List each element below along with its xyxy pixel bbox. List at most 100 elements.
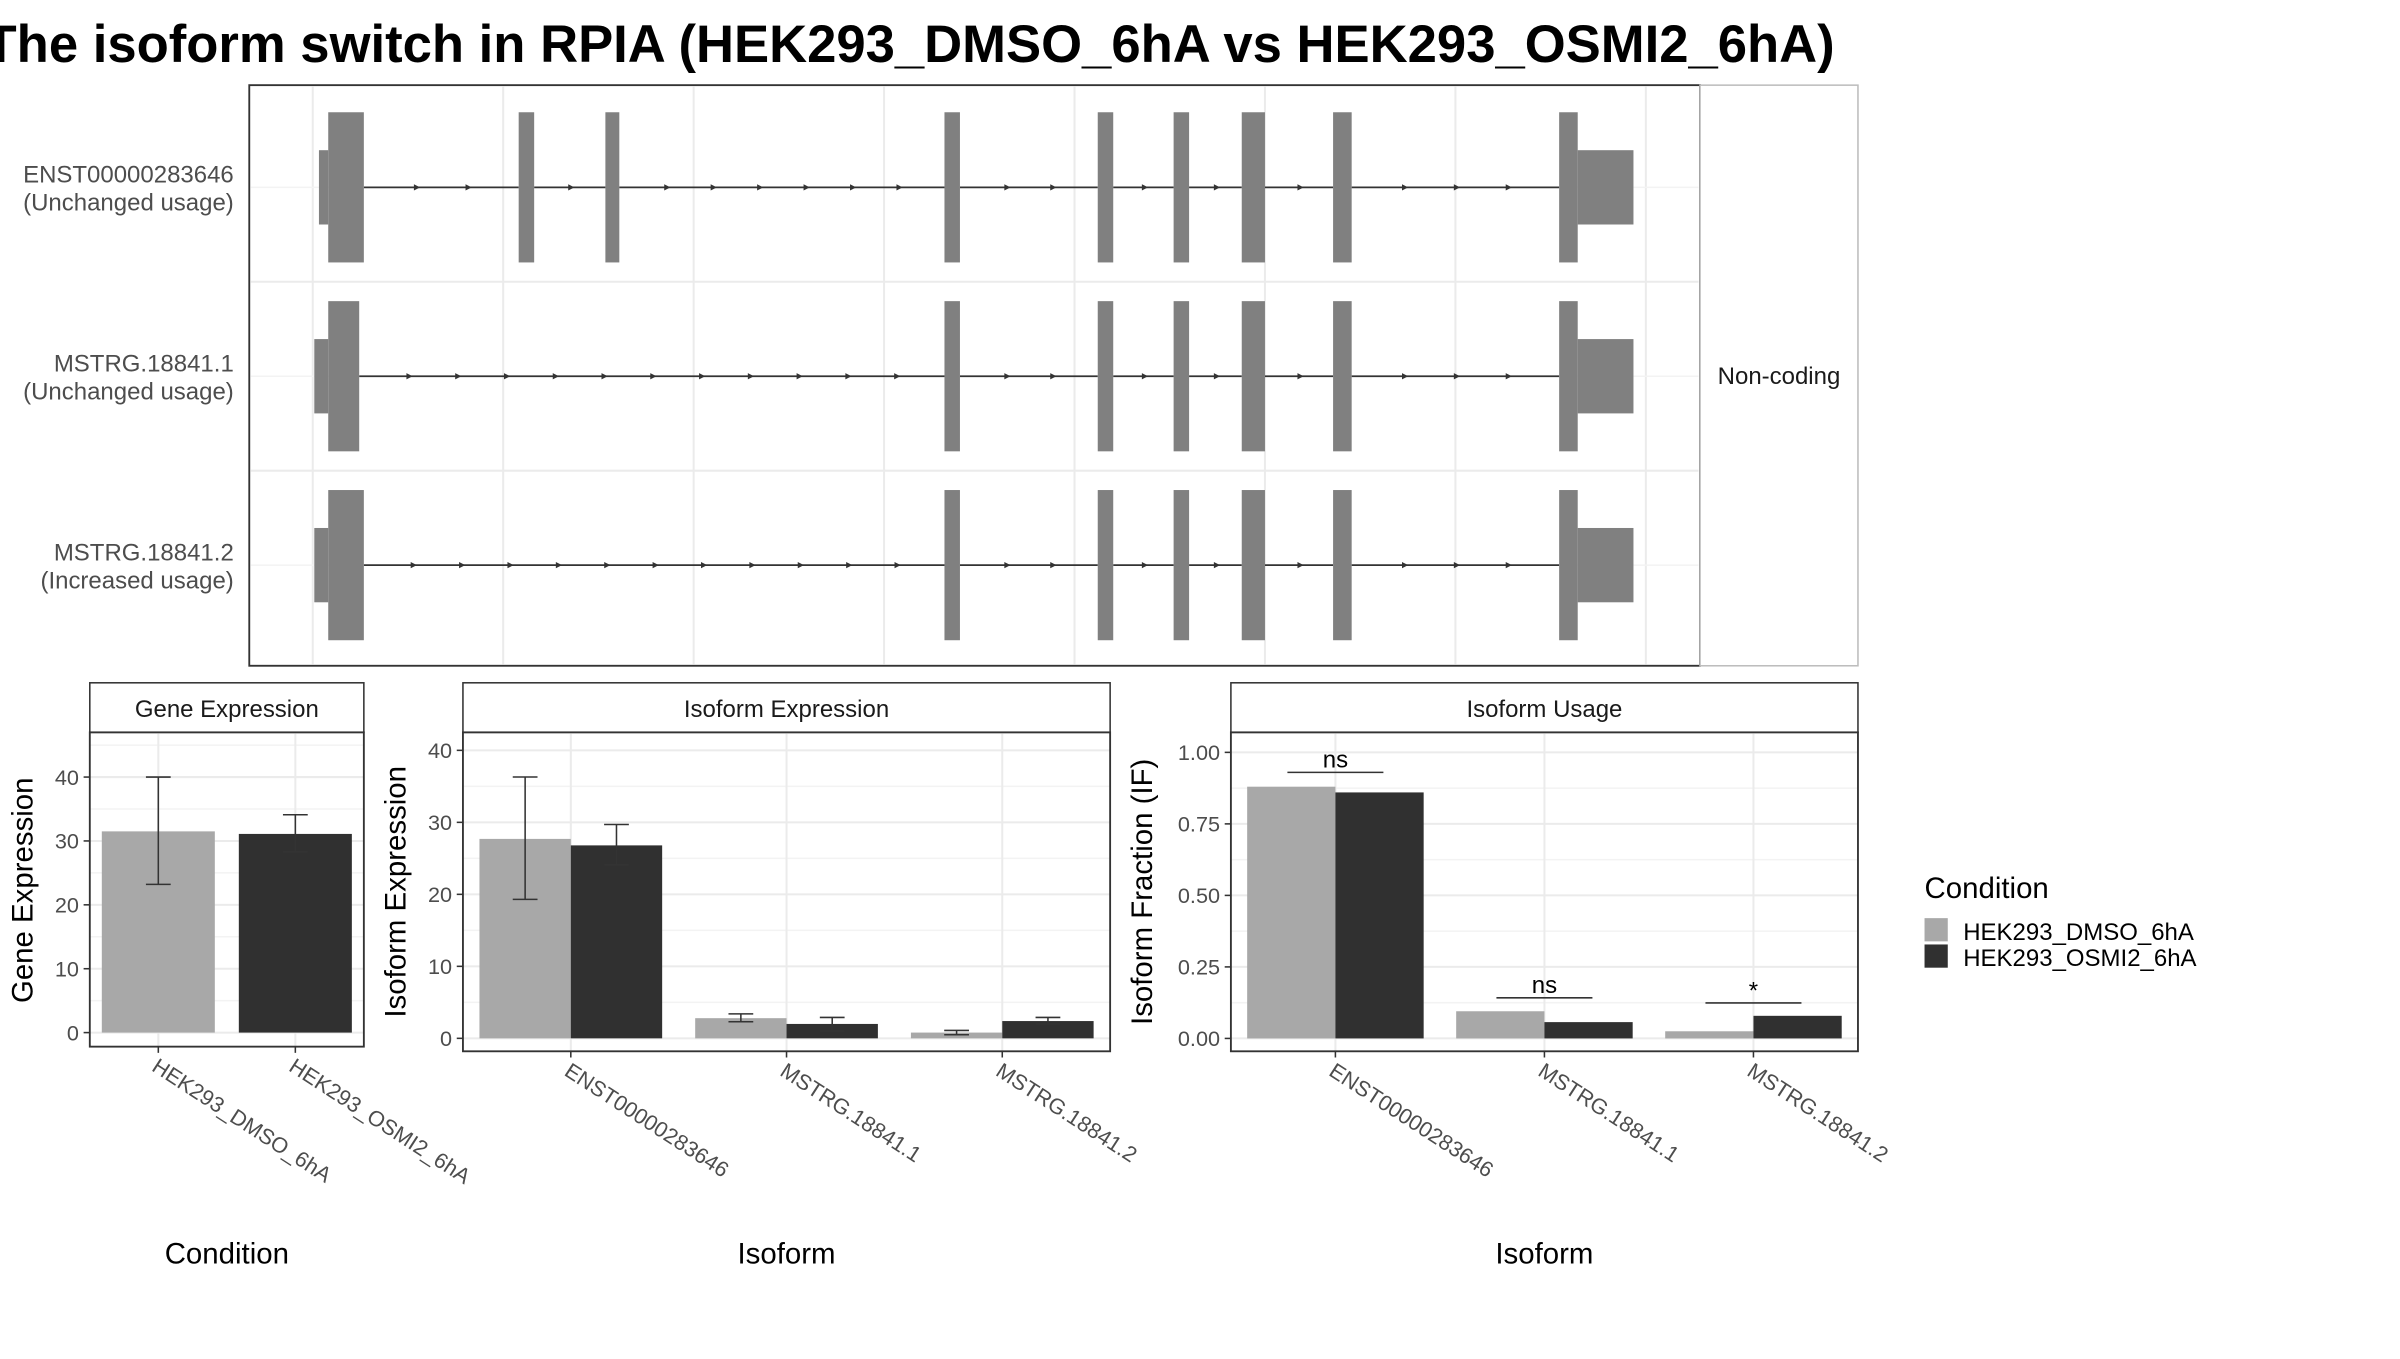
exon-block: [328, 112, 364, 263]
exon-block: [1333, 301, 1352, 452]
exon-block: [1097, 301, 1114, 452]
intron-direction-arrow: [664, 184, 671, 191]
intron-direction-arrow: [1213, 184, 1221, 191]
intron-direction-arrow: [846, 562, 853, 569]
transcript-label-usage: (Increased usage): [40, 567, 233, 594]
y-tick-label: 0.75: [1178, 812, 1220, 837]
isoform-expression-strip: [462, 682, 1111, 734]
utr-block: [314, 527, 329, 603]
intron-direction-arrow: [1401, 373, 1409, 380]
intron-direction-arrow: [507, 562, 514, 569]
intron-direction-arrow: [652, 562, 659, 569]
intron-direction-arrow: [406, 373, 413, 380]
intron-direction-arrow: [747, 373, 755, 380]
structure-strip: [1699, 84, 1859, 667]
intron-direction-arrow: [503, 373, 511, 380]
intron-direction-arrow: [1050, 373, 1057, 380]
intron-direction-arrow: [1297, 373, 1304, 380]
isoform-expression-panel: Isoform Expression 0 10 20 30 40 ENST00000283…: [380, 682, 1142, 1270]
transcript-label-id: ENST00000283646: [23, 162, 234, 189]
exon-block: [1559, 301, 1578, 452]
intron-direction-arrow: [1141, 184, 1149, 191]
exon-block: [1333, 490, 1352, 641]
intron-direction-arrow: [850, 184, 857, 191]
bar: [238, 833, 352, 1033]
intron-direction-arrow: [1505, 562, 1512, 569]
intron-direction-arrow: [552, 373, 559, 380]
gene-expression-y-axis-title: Gene Expression: [7, 777, 40, 1003]
significance-label: *: [1749, 977, 1758, 1004]
bar: [570, 845, 663, 1039]
isoform-expression-y-axis-title: Isoform Expression: [380, 766, 413, 1018]
intron-direction-arrow: [455, 373, 462, 380]
exon-block: [1173, 301, 1190, 452]
exon-block: [328, 490, 364, 641]
bar: [1753, 1015, 1842, 1039]
intron-direction-arrow: [803, 184, 810, 191]
plot-panel-border: [462, 731, 1112, 1053]
intron-direction-arrow: [1505, 184, 1512, 191]
plot-panel-border: [1229, 731, 1859, 1053]
plot-panel-border: [88, 731, 365, 1048]
intron-direction-arrow: [894, 373, 901, 380]
isoform-expression-x-axis-title: Isoform: [738, 1237, 836, 1270]
exon-block: [1097, 112, 1114, 263]
intron-direction-arrow: [1297, 562, 1304, 569]
intron-direction-arrow: [1401, 184, 1409, 191]
intron-direction-arrow: [700, 562, 708, 569]
figure-title: The isoform switch in RPIA (HEK293_DMSO_…: [0, 15, 1835, 74]
intron-direction-arrow: [413, 184, 421, 191]
legend-title: Condition: [1925, 872, 2049, 905]
utr-block: [1577, 339, 1634, 414]
exon-block: [1559, 112, 1578, 263]
y-tick-label: 10: [55, 956, 79, 981]
intron-direction-arrow: [1453, 373, 1461, 380]
strip-label-noncoding: Non-coding: [1718, 363, 1841, 390]
exon-block: [944, 490, 960, 641]
utr-block: [1577, 527, 1634, 603]
exon-block: [1333, 112, 1352, 263]
exon-block: [605, 112, 620, 263]
intron-direction-arrow: [465, 184, 472, 191]
exon-block: [328, 301, 360, 452]
gene-expression-x-axis-title: Condition: [165, 1237, 289, 1270]
intron-direction-arrow: [568, 184, 575, 191]
y-tick-label: 30: [428, 810, 452, 835]
intron-direction-arrow: [1141, 562, 1149, 569]
transcript-label-id: MSTRG.18841.1: [54, 351, 234, 378]
transcript-structure-panel: Non-coding ENST00000283646(Unchanged usa…: [23, 84, 1859, 667]
bar: [1456, 1011, 1545, 1039]
utr-block: [1577, 150, 1634, 225]
transcript-label-usage: (Unchanged usage): [23, 190, 234, 217]
intron-direction-arrow: [1141, 373, 1149, 380]
intron-direction-arrow: [749, 562, 756, 569]
significance-label: ns: [1532, 972, 1557, 999]
intron-direction-arrow: [1004, 184, 1011, 191]
isoform-usage-x-axis-title: Isoform: [1495, 1237, 1593, 1270]
intron-direction-arrow: [1401, 562, 1409, 569]
intron-direction-arrow: [894, 562, 901, 569]
y-tick-label: 20: [55, 893, 79, 918]
gene-expression-strip: [89, 682, 365, 734]
intron-direction-arrow: [1213, 373, 1221, 380]
x-tick-label: ENST00000283646: [1325, 1058, 1498, 1183]
bar: [1665, 1031, 1754, 1039]
intron-direction-arrow: [1050, 184, 1057, 191]
x-tick-label: MSTRG.18841.1: [776, 1058, 926, 1167]
bar: [1002, 1021, 1094, 1039]
x-tick-label: MSTRG.18841.2: [1743, 1058, 1893, 1167]
intron-direction-arrow: [1453, 562, 1461, 569]
isoform-usage-strip-title: Isoform Usage: [1466, 696, 1622, 723]
legend: Condition HEK293_DMSO_6hA HEK293_OSMI2_6…: [1924, 872, 2197, 972]
x-tick-label: MSTRG.18841.2: [992, 1058, 1142, 1167]
intron-direction-arrow: [1004, 562, 1011, 569]
transcript-tracks: ENST00000283646(Unchanged usage) MSTRG.18…: [23, 86, 1699, 665]
intron-direction-arrow: [699, 373, 706, 380]
intron-direction-arrow: [1505, 373, 1512, 380]
exon-block: [944, 112, 960, 263]
intron-direction-arrow: [604, 562, 611, 569]
intron-direction-arrow: [601, 373, 608, 380]
y-tick-label: 10: [428, 954, 452, 979]
